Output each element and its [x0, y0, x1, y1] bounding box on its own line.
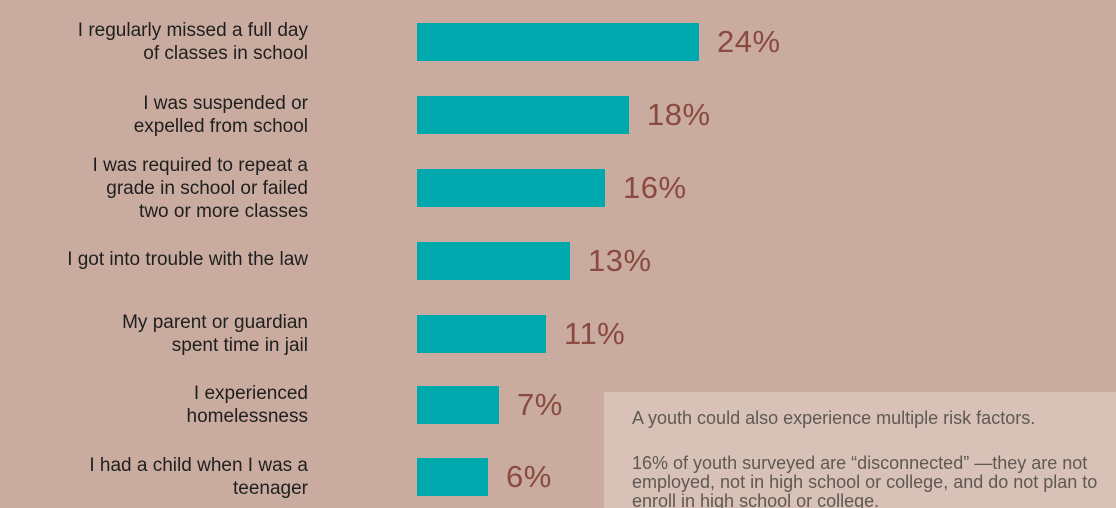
category-label-line: grade in school or failed — [106, 177, 308, 199]
category-label-line: homelessness — [186, 406, 308, 427]
bar — [417, 458, 488, 496]
bar — [417, 386, 499, 424]
category-label: I was required to repeat a grade in schoo… — [0, 154, 308, 223]
category-label-line: teenager — [232, 478, 308, 499]
category-label-line: I regularly missed a full day — [77, 20, 308, 41]
bar — [417, 169, 605, 207]
category-label-line: expelled from school — [133, 116, 308, 137]
value-label: 13% — [588, 243, 652, 278]
bar — [417, 96, 629, 134]
value-label: 6% — [506, 459, 552, 494]
category-label: I regularly missed a full day of classes … — [0, 19, 308, 65]
value-label: 11% — [564, 316, 626, 351]
category-label-line: spent time in jail — [171, 335, 308, 356]
category-label-line: I experienced — [193, 383, 308, 404]
category-label-line: I was suspended or — [143, 93, 308, 114]
category-label: I had a child when I was a teenager — [0, 454, 308, 500]
category-label: I was suspended or expelled from school — [0, 92, 308, 138]
value-label: 7% — [517, 387, 563, 422]
category-label: I got into trouble with the law — [0, 248, 308, 271]
category-label: My parent or guardian spent time in jail — [0, 311, 308, 357]
bar — [417, 23, 699, 61]
category-label: I experienced homelessness — [0, 382, 308, 428]
category-label-line: I got into trouble with the law — [67, 248, 308, 270]
category-label-line: I had a child when I was a — [89, 455, 308, 476]
value-label: 24% — [717, 24, 781, 59]
callout-box: A youth could also experience multiple r… — [604, 392, 1116, 508]
value-label: 16% — [623, 170, 687, 205]
callout-headline: A youth could also experience multiple r… — [632, 408, 1036, 428]
bar — [417, 315, 546, 353]
callout-paragraph: 16% of youth surveyed are “disconnected”… — [632, 453, 1098, 508]
category-label-line: two or more classes — [139, 200, 308, 222]
category-label-line: My parent or guardian — [122, 312, 308, 333]
bar — [417, 242, 570, 280]
category-label-line: of classes in school — [143, 43, 308, 64]
value-label: 18% — [647, 97, 711, 132]
category-label-line: I was required to repeat a — [92, 154, 308, 176]
